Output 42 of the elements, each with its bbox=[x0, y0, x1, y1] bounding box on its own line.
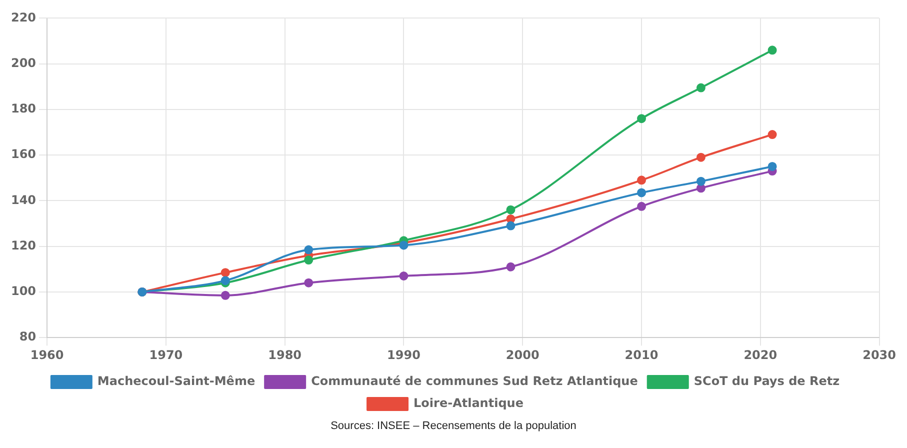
x-tick-label: 2010 bbox=[624, 348, 658, 362]
y-tick-label: 140 bbox=[10, 192, 36, 207]
point bbox=[506, 221, 516, 230]
point bbox=[220, 268, 230, 278]
point bbox=[399, 240, 408, 250]
y-tick-label: 80 bbox=[19, 330, 36, 344]
point bbox=[304, 278, 314, 288]
point bbox=[696, 152, 706, 162]
legend-label: Loire-Atlantique bbox=[414, 396, 524, 410]
y-tick-label: 200 bbox=[10, 56, 36, 70]
x-tick-label: 1980 bbox=[268, 348, 302, 362]
y-tick-label: 220 bbox=[10, 10, 36, 24]
y-tick-label: 100 bbox=[10, 284, 36, 298]
point bbox=[304, 245, 314, 254]
point bbox=[768, 130, 777, 140]
point bbox=[696, 83, 706, 92]
x-tick-label: 1960 bbox=[30, 348, 64, 362]
point bbox=[696, 184, 706, 193]
point bbox=[637, 176, 646, 185]
point bbox=[637, 188, 646, 198]
point bbox=[637, 202, 646, 211]
point bbox=[220, 290, 230, 300]
legend-label: Machecoul-Saint-Même bbox=[97, 374, 256, 388]
point bbox=[506, 262, 516, 272]
point bbox=[399, 272, 408, 280]
point bbox=[768, 46, 777, 55]
point bbox=[304, 256, 314, 265]
y-tick-label: 120 bbox=[10, 238, 36, 252]
x-tick-label: 1990 bbox=[387, 348, 420, 362]
point bbox=[506, 205, 516, 214]
y-tick-label: 160 bbox=[10, 147, 36, 162]
legend-label: SCoT du Pays de Retz bbox=[694, 374, 840, 388]
point bbox=[696, 176, 706, 186]
y-tick-label: 180 bbox=[10, 102, 36, 116]
point bbox=[637, 114, 646, 124]
legend-label: Communauté de communes Sud Retz Atlantique bbox=[311, 374, 638, 388]
point bbox=[768, 162, 777, 171]
x-tick-label: 2020 bbox=[744, 348, 778, 362]
source-note: Sources: INSEE – Recensements de la population bbox=[330, 420, 578, 432]
x-tick-label: 2030 bbox=[862, 348, 896, 362]
x-tick-label: 1970 bbox=[149, 348, 183, 362]
x-tick-label: 2000 bbox=[506, 348, 540, 362]
